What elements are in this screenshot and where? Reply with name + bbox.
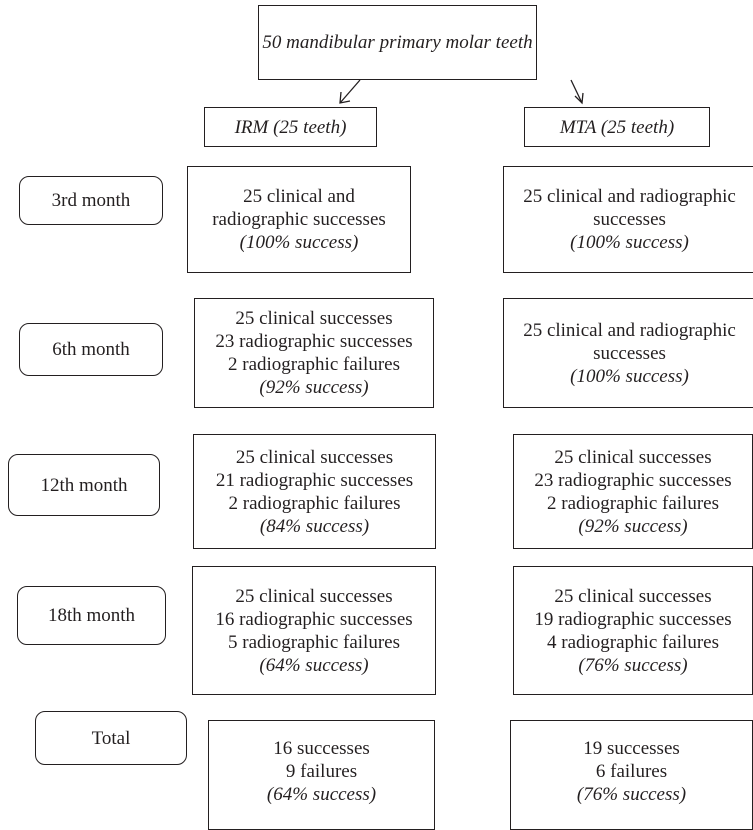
group-irm-box: IRM (25 teeth) [204,107,377,147]
row-label-18th-month: 18th month [17,586,166,645]
top-box: 50 mandibular primary molar teeth [258,5,537,80]
irm-12th-month-box: 25 clinical successes 21 radiographic su… [193,434,436,549]
success-rate: (100% success) [570,365,689,387]
top-box-text: 50 mandibular primary molar teeth [262,32,533,53]
irm-total-box: 16 successes 9 failures (64% success) [208,720,435,830]
result-line: 25 clinical and radiographic [523,319,736,341]
result-line: 19 radiographic successes [534,608,732,630]
result-line: radiographic successes [212,209,386,230]
irm-3rd-month-box: 25 clinical and radiographic successes (… [187,166,411,273]
result-line: 6 failures [595,761,668,782]
result-line: successes [593,342,666,364]
result-line: 25 clinical successes [554,446,712,468]
success-rate: (76% success) [576,784,687,805]
result-line: 2 radiographic failures [228,492,401,514]
result-line: 2 radiographic failures [547,492,719,514]
result-line: 21 radiographic successes [215,469,414,491]
row-label-text: 3rd month [51,190,131,211]
result-line: 9 failures [285,761,358,782]
group-irm-label: IRM (25 teeth) [234,116,347,138]
result-line: successes [593,209,666,230]
success-rate: (92% success) [259,377,369,398]
result-line: 25 clinical successes [235,308,393,329]
success-rate: (92% success) [578,515,688,537]
result-line: 19 successes [583,738,680,759]
row-label-text: 6th month [52,339,130,360]
result-line: 25 clinical and radiographic [523,186,736,207]
mta-18th-month-box: 25 clinical successes 19 radiographic su… [513,566,753,695]
result-line: 4 radiographic failures [547,631,719,653]
row-label-3rd-month: 3rd month [19,176,163,225]
success-rate: (64% success) [259,654,369,676]
group-mta-label: MTA (25 teeth) [559,116,675,138]
row-label-12th-month: 12th month [8,454,160,516]
success-rate: (64% success) [266,784,377,805]
result-line: 16 successes [273,738,370,759]
result-line: 25 clinical successes [235,446,394,468]
mta-12th-month-box: 25 clinical successes 23 radiographic su… [513,434,753,549]
result-line: 16 radiographic successes [215,608,413,630]
result-line: 23 radiographic successes [534,469,732,491]
success-rate: (76% success) [578,654,688,676]
success-rate: (84% success) [259,515,370,537]
irm-18th-month-box: 25 clinical successes 16 radiographic su… [192,566,436,695]
row-label-total: Total [35,711,187,765]
mta-total-box: 19 successes 6 failures (76% success) [510,720,753,830]
mta-6th-month-box: 25 clinical and radiographic successes (… [503,298,753,408]
result-line: 2 radiographic failures [228,354,400,375]
row-label-text: 12th month [40,474,128,496]
success-rate: (100% success) [239,232,359,253]
row-label-text: Total [91,727,131,749]
irm-6th-month-box: 25 clinical successes 23 radiographic su… [194,298,434,408]
result-line: 25 clinical successes [554,585,712,607]
result-line: 5 radiographic failures [228,631,400,653]
result-line: 25 clinical successes [235,585,393,607]
row-label-6th-month: 6th month [19,323,163,376]
group-mta-box: MTA (25 teeth) [524,107,710,147]
success-rate: (100% success) [570,232,689,253]
result-line: 25 clinical and [243,186,355,207]
mta-3rd-month-box: 25 clinical and radiographic successes (… [503,166,753,273]
row-label-text: 18th month [47,605,136,626]
result-line: 23 radiographic successes [215,331,413,352]
